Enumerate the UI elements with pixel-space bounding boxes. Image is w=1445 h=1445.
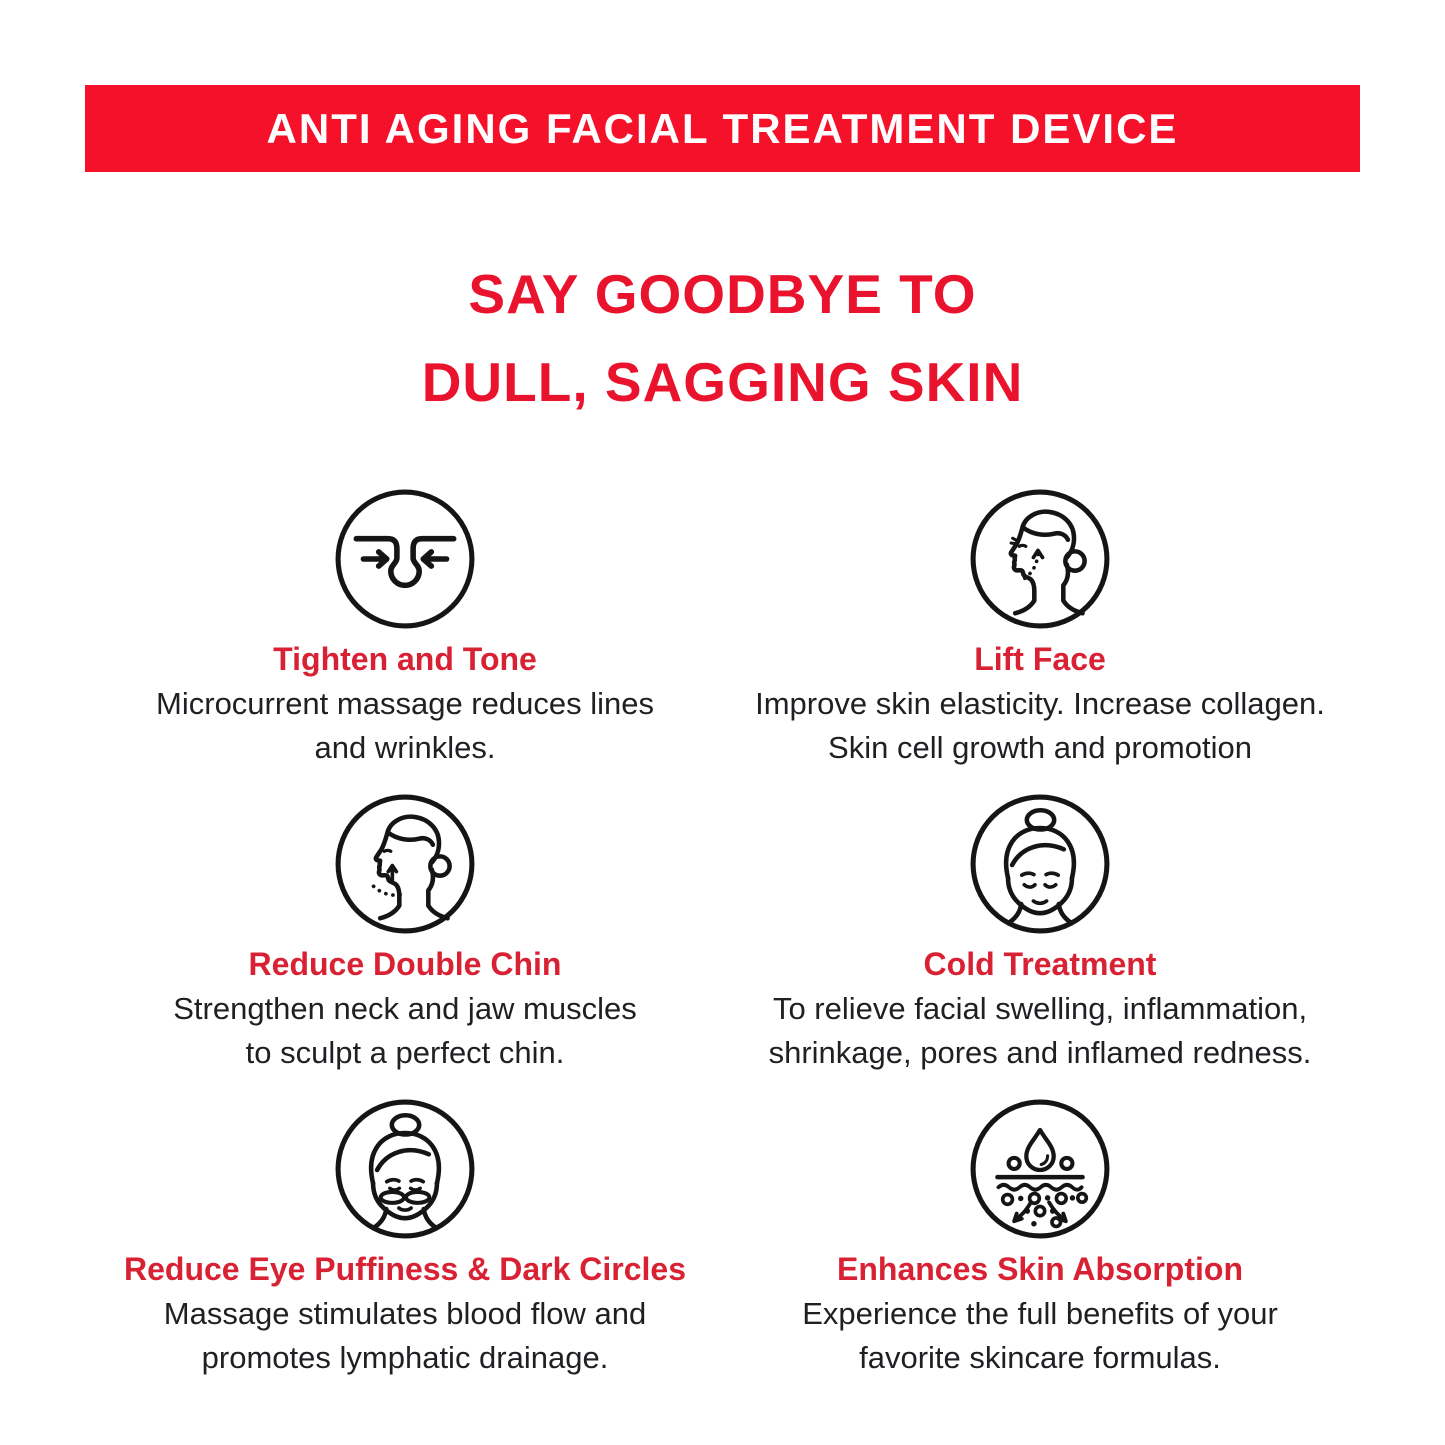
feature-card-tighten-and-tone: Tighten and Tone Microcurrent massage re… [85,470,725,775]
feature-card-reduce-eye-puffiness: Reduce Eye Puffiness & Dark Circles Mass… [85,1080,725,1385]
feature-description-line: Skin cell growth and promotion [828,730,1252,765]
feature-title: Cold Treatment [923,946,1157,982]
feature-description-line: Improve skin elasticity. Increase collag… [755,686,1325,721]
feature-title: Enhances Skin Absorption [837,1251,1243,1287]
feature-card-reduce-double-chin: Reduce Double Chin Strengthen neck and j… [85,775,725,1080]
feature-title: Reduce Eye Puffiness & Dark Circles [123,1251,686,1287]
feature-description: Massage stimulates blood flow and promot… [85,1292,725,1380]
feature-description-line: Experience the full benefits of your [802,1296,1278,1331]
feature-card-lift-face: Lift Face Improve skin elasticity. Incre… [725,470,1355,775]
feature-title: Lift Face [974,641,1106,677]
feature-description-line: To relieve facial swelling, inflammation… [772,991,1308,1026]
feature-description: To relieve facial swelling, inflammation… [725,987,1355,1075]
feature-description-line: Microcurrent massage reduces lines [156,686,654,721]
features-grid: Tighten and Tone Microcurrent massage re… [85,470,1355,1385]
feature-description-line: favorite skincare formulas. [859,1340,1221,1375]
feature-title: Reduce Double Chin [248,946,562,982]
feature-card-cold-treatment: Cold Treatment To relieve facial swellin… [725,775,1355,1080]
pore-tighten-icon [332,486,478,632]
feature-description: Improve skin elasticity. Increase collag… [725,682,1355,770]
feature-description: Strengthen neck and jaw muscles to sculp… [85,987,725,1075]
feature-description: Microcurrent massage reduces lines and w… [85,682,725,770]
feature-description-line: and wrinkles. [314,730,496,765]
top-banner: ANTI AGING FACIAL TREATMENT DEVICE [85,85,1360,172]
feature-description-line: to sculpt a perfect chin. [245,1035,565,1070]
feature-description-line: Massage stimulates blood flow and [163,1296,647,1331]
headline-line-1: SAY GOODBYE TO [468,263,977,325]
double-chin-profile-icon [332,791,478,937]
feature-description: Experience the full benefits of your fav… [725,1292,1355,1380]
feature-description-line: shrinkage, pores and inflamed redness. [768,1035,1312,1070]
feature-card-enhances-skin-absorption: Enhances Skin Absorption Experience the … [725,1080,1355,1385]
skin-absorption-icon [967,1096,1113,1242]
feature-description-line: Strengthen neck and jaw muscles [173,991,637,1026]
cold-treatment-face-icon [967,791,1113,937]
banner-title: ANTI AGING FACIAL TREATMENT DEVICE [266,104,1179,152]
feature-description-line: promotes lymphatic drainage. [201,1340,609,1375]
page-title: SAY GOODBYE TO DULL, SAGGING SKIN [0,250,1445,426]
eye-patches-face-icon [332,1096,478,1242]
feature-title: Tighten and Tone [273,641,537,677]
face-lift-profile-icon [967,486,1113,632]
headline-line-2: DULL, SAGGING SKIN [421,351,1024,413]
